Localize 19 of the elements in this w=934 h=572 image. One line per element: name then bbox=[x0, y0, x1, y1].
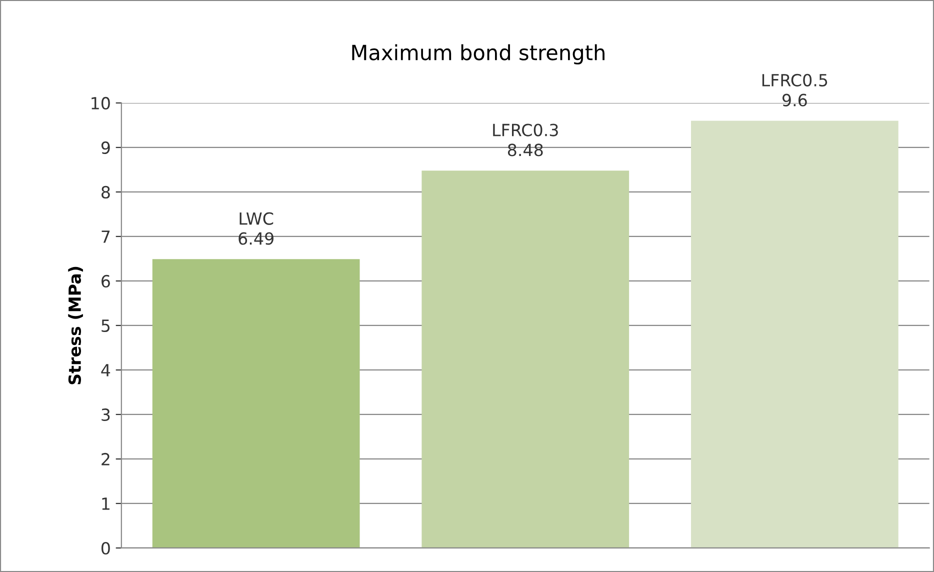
y-tick-label: 3 bbox=[102, 408, 110, 422]
bar bbox=[690, 120, 898, 548]
y-tick-label: 7 bbox=[102, 230, 110, 243]
y-tick-label: 4 bbox=[101, 364, 110, 376]
y-tick-label: 9 bbox=[101, 141, 110, 154]
y-tick-label: 1 bbox=[102, 498, 110, 510]
y-tick-label: 10 bbox=[92, 96, 110, 110]
y-tick-label: 8 bbox=[102, 186, 110, 199]
x-tick-label: LFRC0.3 bbox=[493, 124, 558, 136]
x-tick-label: LWC bbox=[240, 212, 274, 225]
y-tick-label: 2 bbox=[102, 452, 110, 466]
x-tick-label: LFRC0.5 bbox=[762, 74, 828, 86]
bar bbox=[422, 170, 630, 548]
chart-title: Maximum bond strength bbox=[352, 44, 604, 64]
y-tick-label: 5 bbox=[102, 320, 110, 332]
y-tick-label: 6 bbox=[102, 274, 110, 288]
y-tick-label: 0 bbox=[102, 542, 110, 555]
y-axis-title: Stress (MPa) bbox=[68, 266, 83, 384]
bar bbox=[152, 259, 360, 548]
